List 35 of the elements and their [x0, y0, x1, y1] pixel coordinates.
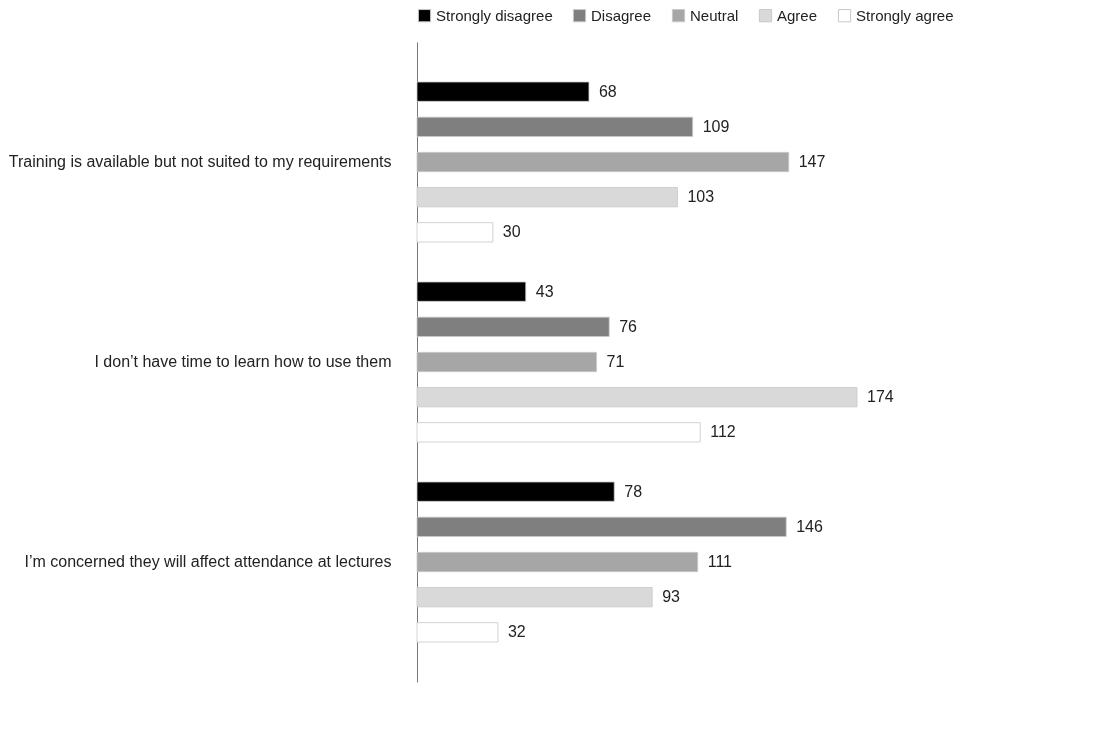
y-tick-label: I’m concerned they will affect attendance at lectures — [24, 553, 392, 570]
data-label: 93 — [662, 588, 681, 606]
bar — [416, 422, 701, 443]
y-tick-label: Training is available but not suited to my requirements — [8, 153, 392, 170]
data-label: 32 — [507, 623, 526, 641]
data-label: 76 — [619, 317, 638, 335]
data-label: 146 — [796, 517, 823, 535]
bar — [416, 151, 790, 173]
data-label: 109 — [702, 117, 730, 135]
data-label: 174 — [867, 388, 894, 406]
bar — [416, 587, 653, 608]
bar — [416, 387, 858, 408]
data-label: 112 — [710, 423, 736, 441]
data-label: 30 — [502, 223, 521, 241]
y-tick-label: I don’t have time to learn how to use them — [94, 353, 392, 370]
bar — [416, 622, 499, 643]
legend-label: Agree — [777, 6, 818, 24]
bar — [416, 222, 494, 243]
data-label: 68 — [598, 82, 617, 100]
data-label: 103 — [687, 188, 715, 206]
bar — [416, 551, 699, 573]
legend-label: Strongly disagree — [436, 6, 553, 24]
data-label: 43 — [535, 282, 554, 300]
data-label: 111 — [707, 553, 733, 570]
data-label: 147 — [798, 153, 826, 170]
bar — [416, 481, 615, 502]
legend-label: Disagree — [591, 6, 652, 24]
legend-label: Neutral — [690, 6, 739, 24]
data-label: 78 — [624, 482, 643, 500]
bar — [416, 187, 678, 208]
bar — [416, 351, 597, 373]
legend-label: Strongly agree — [856, 6, 954, 24]
bar — [416, 281, 527, 302]
data-label: 71 — [606, 353, 625, 370]
bar — [416, 81, 590, 102]
